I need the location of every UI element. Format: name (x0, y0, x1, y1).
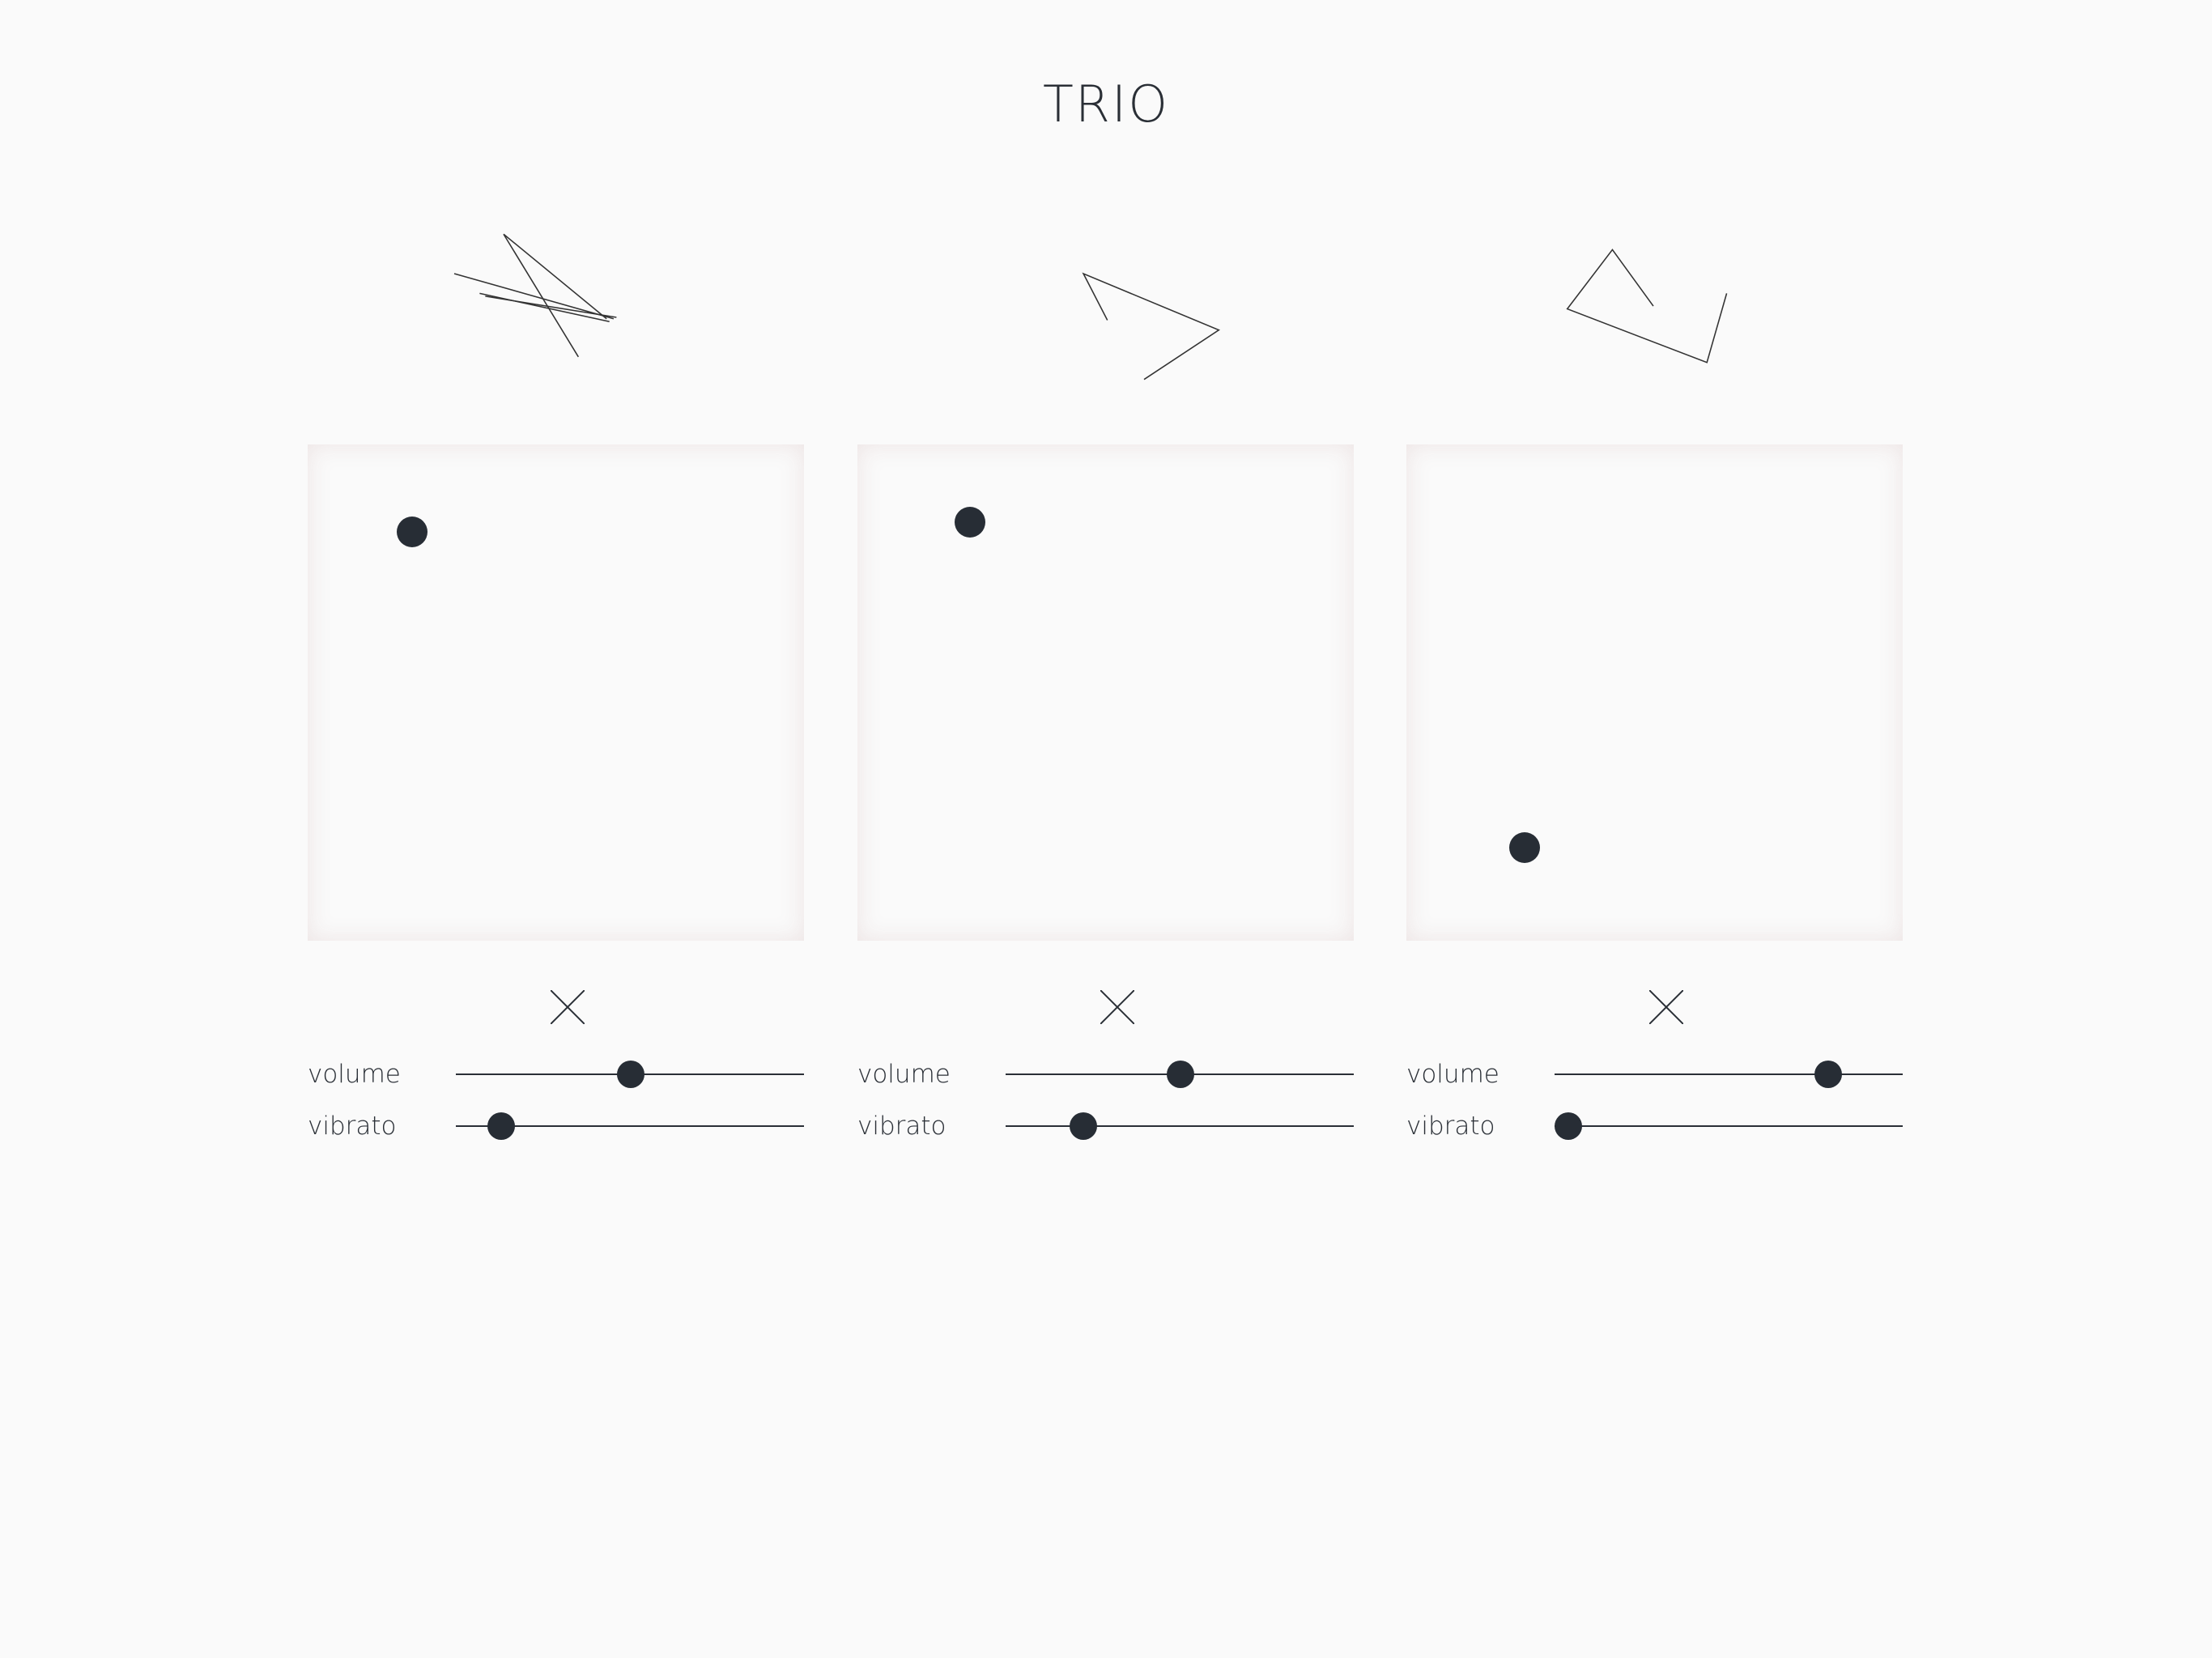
slider-track[interactable] (1006, 1125, 1354, 1127)
remove-button[interactable] (1100, 989, 1135, 1025)
slider-thumb[interactable] (1814, 1061, 1842, 1088)
slider-label: vibrato (308, 1112, 397, 1141)
slider-label: volume (308, 1060, 401, 1089)
slider-thumb[interactable] (1070, 1112, 1097, 1140)
xy-pad[interactable] (308, 444, 804, 941)
slider-label: vibrato (857, 1112, 946, 1141)
voice-panel: volume vibrato (308, 444, 804, 1141)
slider-label: volume (1406, 1060, 1499, 1089)
pad-handle[interactable] (397, 517, 428, 547)
slider-track[interactable] (1555, 1125, 1903, 1127)
slider-track[interactable] (1555, 1073, 1903, 1075)
close-icon (550, 989, 585, 1025)
slider-thumb[interactable] (487, 1112, 515, 1140)
app-title: TRIO (1042, 74, 1170, 134)
xy-pad[interactable] (857, 444, 1354, 941)
slider-track[interactable] (456, 1125, 804, 1127)
slider-row: vibrato (308, 1110, 804, 1142)
slider-row: vibrato (1406, 1110, 1903, 1142)
pad-handle[interactable] (1509, 832, 1540, 863)
slider-thumb[interactable] (1555, 1112, 1582, 1140)
voice-panel: volume vibrato (1406, 444, 1903, 1141)
voice-panel: volume vibrato (857, 444, 1354, 1141)
sketch-1 (453, 233, 617, 358)
slider-row: vibrato (857, 1110, 1354, 1142)
close-icon (1100, 989, 1135, 1025)
slider-thumb[interactable] (1167, 1061, 1194, 1088)
slider-row: volume (308, 1058, 804, 1090)
close-icon (1648, 989, 1684, 1025)
slider-row: volume (1406, 1058, 1903, 1090)
remove-button[interactable] (1648, 989, 1684, 1025)
remove-button[interactable] (550, 989, 585, 1025)
sketches (453, 233, 1728, 380)
pad-handle[interactable] (955, 507, 985, 538)
xy-pad[interactable] (1406, 444, 1903, 941)
slider-label: volume (857, 1060, 951, 1089)
sketch-3 (1566, 249, 1728, 363)
sketch-2 (1082, 272, 1221, 380)
slider-row: volume (857, 1058, 1354, 1090)
slider-label: vibrato (1406, 1112, 1495, 1141)
slider-thumb[interactable] (617, 1061, 644, 1088)
